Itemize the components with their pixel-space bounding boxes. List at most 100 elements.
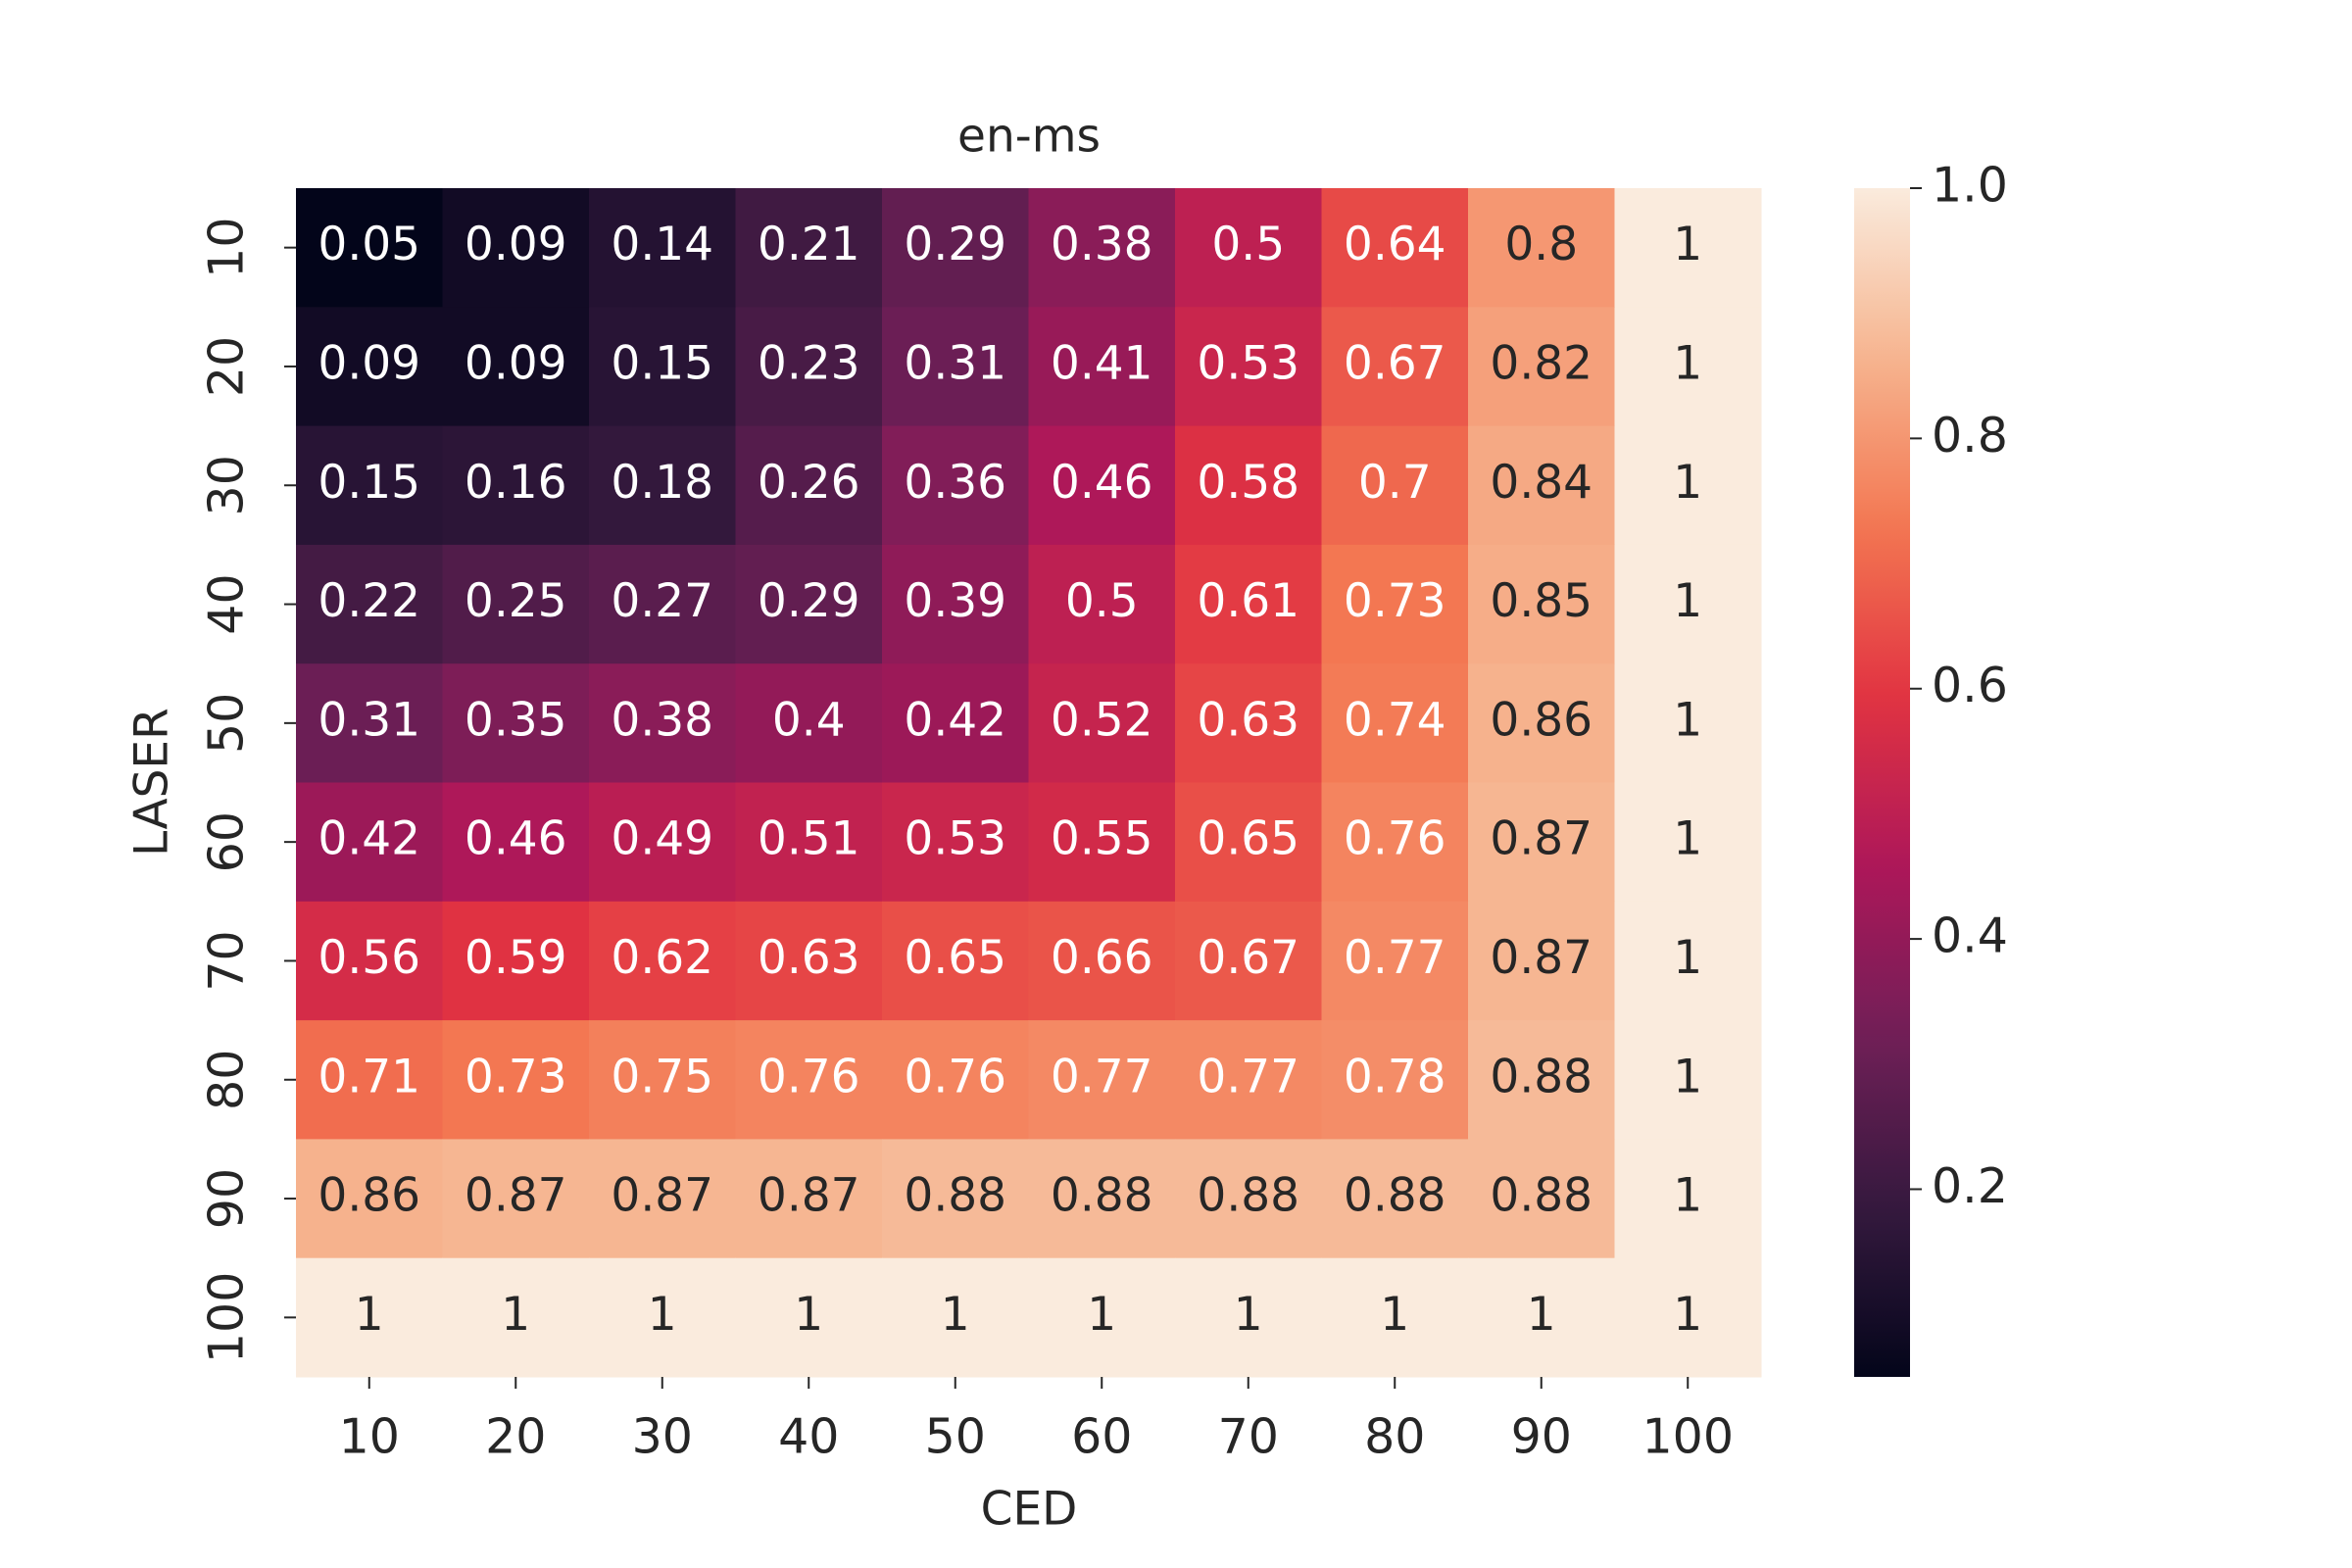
cell-label: 0.21: [758, 218, 860, 271]
colorbar-tick-label: 0.2: [1932, 1158, 2008, 1214]
cell-label: 0.87: [1490, 931, 1592, 985]
heatmap-cell: [1321, 307, 1469, 427]
cell-label: 0.82: [1490, 336, 1592, 390]
cell-label: 1: [1673, 336, 1702, 390]
heatmap-cell: [882, 663, 1029, 783]
heatmap-cell: [1614, 1020, 1762, 1140]
heatmap-cell: [296, 544, 443, 664]
heatmap-cell: [735, 544, 883, 664]
cell-label: 0.87: [465, 1169, 567, 1223]
heatmap-cell: [1468, 188, 1615, 308]
cell-label: 0.73: [465, 1050, 567, 1103]
cell-label: 0.49: [611, 812, 713, 866]
heatmap-cell: [296, 1257, 443, 1378]
y-tick-label: 70: [199, 930, 255, 991]
cell-label: 1: [501, 1288, 530, 1342]
colorbar-tick-label: 0.4: [1932, 908, 2008, 964]
cell-label: 0.88: [1490, 1169, 1592, 1223]
heatmap-cell: [882, 1257, 1029, 1378]
heatmap-cell: [1321, 901, 1469, 1021]
cell-label: 0.26: [758, 456, 860, 510]
y-tick-label: 10: [199, 217, 255, 277]
y-tick-label: 90: [199, 1168, 255, 1229]
heatmap-cell: [589, 544, 736, 664]
cell-label: 0.77: [1344, 931, 1446, 985]
heatmap-cell: [1028, 1020, 1176, 1140]
heatmap-cell: [1175, 1257, 1322, 1378]
heatmap-cell: [735, 901, 883, 1021]
cell-label: 0.85: [1490, 574, 1592, 628]
heatmap-cell: [589, 782, 736, 903]
cell-label: 1: [1673, 218, 1702, 271]
heatmap-cell: [1468, 1020, 1615, 1140]
cell-label: 0.36: [904, 456, 1006, 510]
cell-label: 0.46: [1051, 456, 1153, 510]
heatmap-cell: [589, 307, 736, 427]
y-tick-label: 30: [199, 455, 255, 515]
heatmap-cell: [1321, 1139, 1469, 1259]
heatmap-cell: [882, 307, 1029, 427]
cell-label: 0.77: [1051, 1050, 1153, 1103]
cell-label: 0.09: [465, 218, 567, 271]
cell-label: 0.25: [465, 574, 567, 628]
heatmap-cell: [1614, 1257, 1762, 1378]
chart-title: en-ms: [957, 110, 1101, 164]
heatmap-cell: [1028, 1257, 1176, 1378]
cell-label: 0.84: [1490, 456, 1592, 510]
heatmap-cell: [882, 1139, 1029, 1259]
y-tick-label: 100: [199, 1272, 255, 1364]
heatmap-cell: [1028, 544, 1176, 664]
x-tick-label: 10: [339, 1409, 400, 1465]
cell-label: 0.52: [1051, 693, 1153, 747]
colorbar: [1854, 188, 1910, 1377]
heatmap-cell: [1028, 307, 1176, 427]
heatmap-cell: [1321, 663, 1469, 783]
cell-label: 1: [794, 1288, 823, 1342]
cell-label: 0.87: [758, 1169, 860, 1223]
cell-label: 0.66: [1051, 931, 1153, 985]
heatmap-cell: [1468, 1139, 1615, 1259]
cell-label: 0.35: [465, 693, 567, 747]
cell-label: 0.39: [904, 574, 1006, 628]
heatmap-cell: [589, 188, 736, 308]
cell-label: 1: [1673, 812, 1702, 866]
cell-label: 0.71: [318, 1050, 420, 1103]
heatmap-cell: [442, 307, 590, 427]
heatmap-cell: [735, 782, 883, 903]
cell-label: 0.53: [904, 812, 1006, 866]
cell-label: 0.8: [1504, 218, 1578, 271]
cell-label: 0.87: [1490, 812, 1592, 866]
cell-label: 1: [941, 1288, 970, 1342]
heatmap-cell: [1175, 1139, 1322, 1259]
heatmap-cell: [589, 901, 736, 1021]
heatmap-cell: [442, 901, 590, 1021]
cell-label: 0.88: [904, 1169, 1006, 1223]
heatmap-cell: [1614, 544, 1762, 664]
heatmap-cell: [1175, 663, 1322, 783]
cell-label: 0.5: [1065, 574, 1139, 628]
cell-label: 0.63: [758, 931, 860, 985]
cell-label: 1: [1673, 1050, 1702, 1103]
cell-label: 0.75: [611, 1050, 713, 1103]
y-tick-label: 20: [199, 336, 255, 397]
heatmap-cell: [442, 544, 590, 664]
x-tick-label: 90: [1511, 1409, 1572, 1465]
cell-label: 0.29: [904, 218, 1006, 271]
cell-label: 0.76: [758, 1050, 860, 1103]
cell-label: 1: [1234, 1288, 1263, 1342]
heatmap-cell: [1321, 782, 1469, 903]
cell-label: 1: [1527, 1288, 1556, 1342]
heatmap-cell: [1321, 425, 1469, 546]
cell-label: 1: [355, 1288, 384, 1342]
heatmap-cell: [296, 782, 443, 903]
y-tick-label: 80: [199, 1050, 255, 1110]
cell-label: 0.65: [1197, 812, 1299, 866]
cell-label: 0.64: [1344, 218, 1446, 271]
cell-label: 0.58: [1197, 456, 1299, 510]
heatmap-cell: [1614, 663, 1762, 783]
heatmap-cell: [589, 663, 736, 783]
heatmap-cell: [1321, 1257, 1469, 1378]
heatmap-cell: [1028, 901, 1176, 1021]
x-axis-label: CED: [981, 1483, 1078, 1537]
